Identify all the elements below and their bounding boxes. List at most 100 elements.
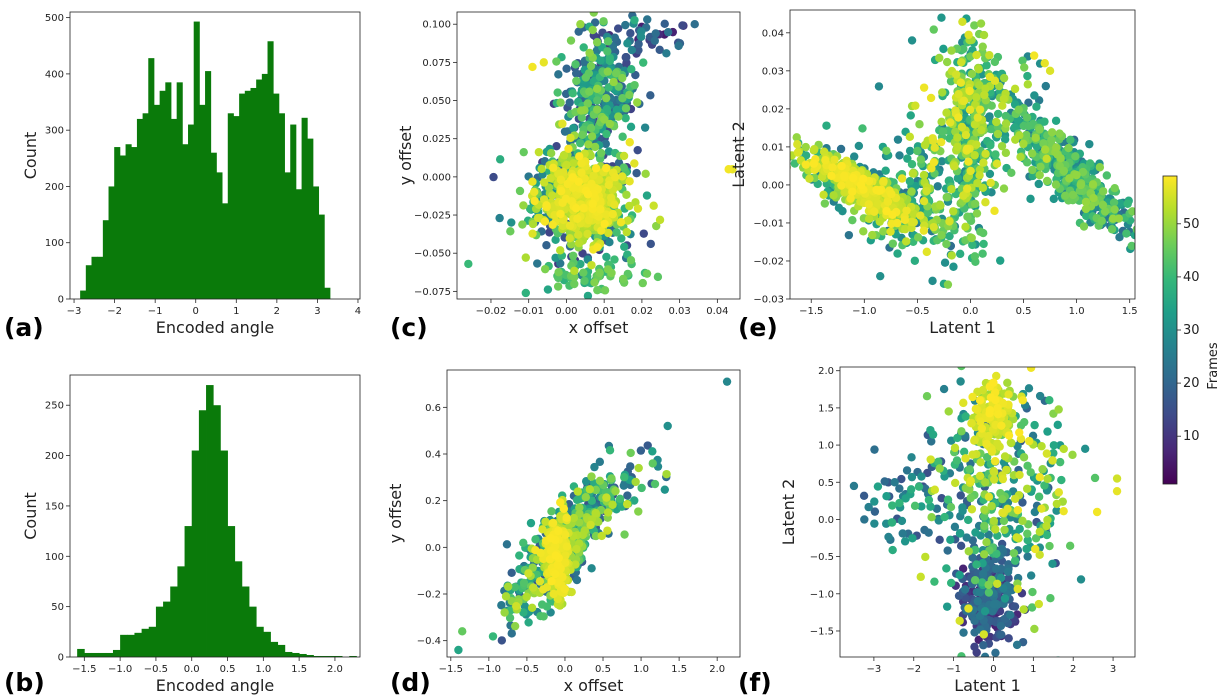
scatter-point [991, 150, 1000, 159]
scatter-point [965, 105, 975, 115]
scatter-point [978, 42, 987, 51]
scatter-point [1034, 492, 1044, 501]
scatter-point [1065, 174, 1074, 183]
scatter-point [997, 544, 1007, 554]
scatter-point [935, 53, 944, 63]
scatter-point [962, 144, 972, 154]
scatter-point [562, 160, 571, 170]
scatter-point [506, 227, 515, 236]
scatter-point [1055, 656, 1061, 657]
scatter-point [1003, 378, 1012, 387]
scatter-point [1013, 584, 1022, 594]
scatter-point [519, 608, 528, 617]
x-tick-label: 0.0 [963, 306, 979, 317]
scatter-point [1003, 419, 1013, 429]
y-axis-label: Count [21, 492, 40, 540]
scatter-point [556, 259, 565, 268]
scatter-point [766, 160, 774, 168]
scatter-point [531, 535, 540, 544]
scatter-point [999, 73, 1009, 83]
scatter-point [993, 109, 1003, 119]
scatter-point [626, 122, 636, 132]
scatter-point [620, 473, 629, 482]
scatter-point [793, 140, 802, 149]
histogram-bar [191, 450, 200, 657]
scatter-point [1043, 474, 1052, 484]
scatter-point [579, 203, 588, 213]
y-tick-label: 400 [45, 69, 64, 80]
scatter-point [502, 540, 512, 549]
scatter-point [929, 25, 938, 34]
scatter-point [967, 505, 977, 514]
y-tick-label: 0.01 [762, 142, 784, 153]
scatter-point [650, 36, 660, 45]
scatter-point [972, 560, 981, 569]
scatter-point [945, 231, 954, 241]
scatter-point [583, 291, 593, 299]
histogram-bar [256, 626, 264, 657]
scatter-point [551, 569, 560, 579]
scatter-point [900, 225, 910, 234]
x-tick-label: 1.0 [633, 664, 649, 675]
scatter-point [895, 151, 904, 160]
scatter-point [1130, 231, 1135, 240]
histogram-bar [77, 648, 85, 657]
histogram-bar [227, 526, 236, 657]
scatter-point [607, 268, 616, 278]
scatter-point [755, 127, 763, 135]
scatter-point [617, 172, 627, 181]
scatter-point [1004, 573, 1013, 583]
scatter-point [985, 51, 994, 60]
scatter-point [602, 493, 611, 502]
scatter-point [1034, 179, 1043, 189]
scatter-point [596, 56, 605, 65]
y-tick-label: 0.4 [425, 450, 441, 461]
scatter-point [613, 24, 623, 33]
scatter-point [601, 210, 611, 219]
scatter-point [515, 186, 525, 196]
scatter-point [998, 101, 1007, 110]
scatter-point [553, 88, 562, 97]
scatter-point [554, 70, 563, 79]
x-tick-label: −1.0 [477, 664, 501, 675]
scatter-point [573, 487, 583, 496]
scatter-point [1026, 571, 1036, 580]
scatter-point [548, 518, 558, 528]
scatter-point [1056, 153, 1065, 163]
scatter-point [541, 517, 550, 526]
scatter-point [882, 206, 891, 216]
scatter-point [1009, 548, 1019, 558]
scatter-point [949, 262, 958, 271]
scatter-point [617, 234, 626, 243]
scatter-point [908, 534, 917, 543]
scatter-point [595, 457, 605, 467]
scatter-point [662, 469, 671, 479]
scatter-point [965, 86, 974, 96]
scatter-point [589, 171, 598, 180]
scatter-point [1028, 587, 1037, 597]
scatter-point [937, 157, 947, 166]
scatter-point [639, 58, 648, 67]
scatter-point [1066, 135, 1075, 145]
scatter-point [962, 533, 971, 542]
scatter-point [1059, 166, 1069, 176]
scatter-point [597, 226, 606, 235]
scatter-point [539, 612, 548, 621]
scatter-point [637, 483, 646, 493]
scatter-point [946, 118, 955, 127]
histogram-bar [155, 606, 164, 657]
scatter-point [510, 582, 520, 592]
scatter-point [1088, 180, 1098, 189]
scatter-point [1013, 116, 1023, 125]
x-tick-label: 1 [233, 306, 239, 317]
scatter-point [960, 585, 970, 594]
scatter-point [608, 500, 617, 509]
scatter-point [626, 256, 636, 265]
scatter-point [619, 163, 628, 172]
scatter-point [1134, 225, 1135, 227]
histogram-bar [198, 410, 207, 657]
scatter-point [880, 477, 889, 486]
scatter-point [512, 601, 521, 611]
histogram-bar [261, 73, 268, 299]
scatter-point [1127, 241, 1135, 251]
